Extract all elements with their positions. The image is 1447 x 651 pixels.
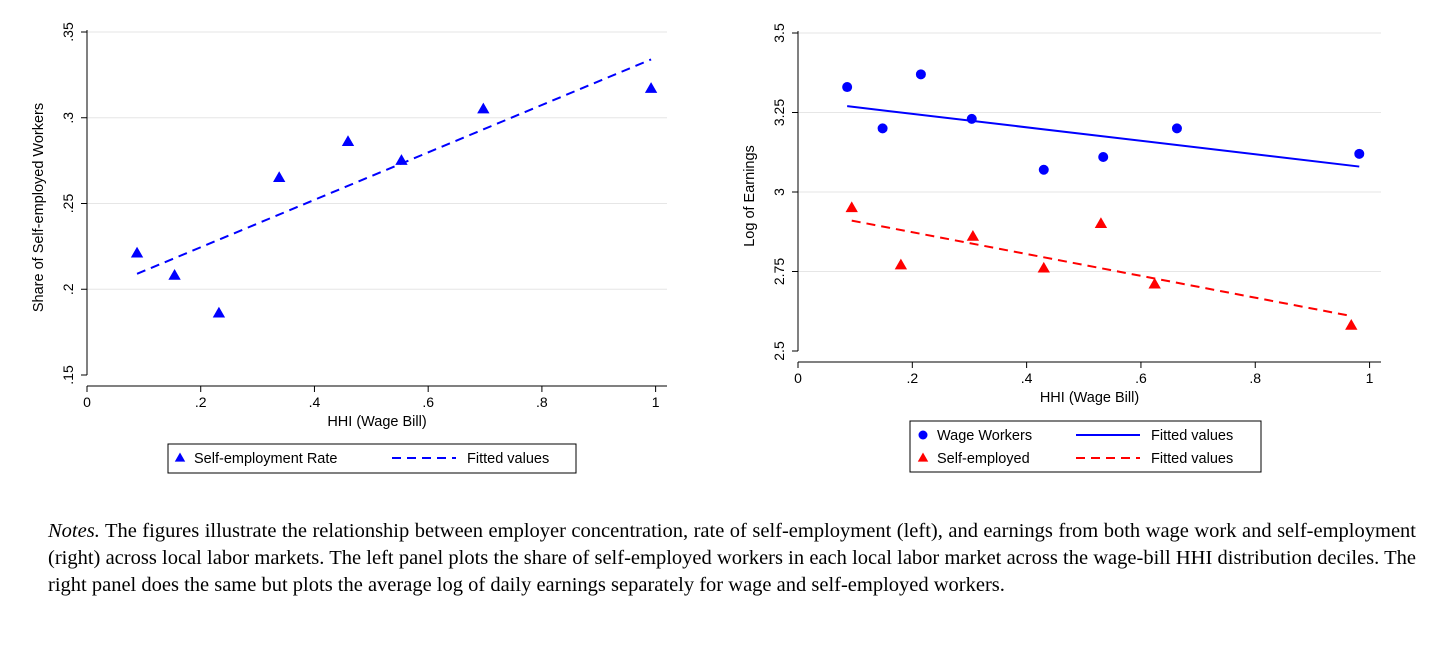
y-axis-title: Log of Earnings [742, 145, 758, 247]
y-tick-label: 3 [771, 188, 787, 196]
data-point-circle [1354, 148, 1365, 159]
legend-label: Wage Workers [937, 428, 1032, 444]
left-panel-self-employment-share: .15 .2 .25 .3 .35 0 .2 .4 .6 .8 1 HHI (Wage Bill) Sh… [31, 22, 667, 474]
notes-lead: Notes. [48, 520, 100, 542]
data-point-circle [842, 82, 853, 93]
x-tick-label: .2 [906, 370, 918, 386]
data-point-triangle [1037, 261, 1050, 273]
data-point-triangle [168, 269, 181, 280]
legend-label: Fitted values [1151, 428, 1233, 444]
legend-label: Fitted values [467, 451, 549, 467]
y-tick-label: .3 [60, 112, 76, 124]
y-tick-label: .15 [60, 365, 76, 385]
x-axis-title: HHI (Wage Bill) [327, 414, 426, 430]
data-point-circle [1098, 152, 1109, 163]
fitted-line [136, 58, 652, 275]
right-panel-log-earnings: 2.5 2.75 3 3.25 3.5 0 .2 .4 .6 .8 1 HHI (Wage Bill)… [742, 23, 1381, 473]
x-tick-label: .2 [195, 394, 207, 410]
x-tick-label: .6 [1135, 370, 1147, 386]
data-point-triangle [966, 230, 980, 241]
y-tick-label: .35 [60, 22, 76, 42]
y-tick-label: 3.5 [771, 23, 787, 43]
x-tick-label: .4 [309, 394, 321, 410]
data-point-triangle [273, 171, 286, 182]
legend-marker-triangle [174, 452, 186, 462]
data-point-triangle [395, 154, 408, 165]
data-point-triangle [644, 82, 658, 93]
y-tick-label: .2 [60, 283, 76, 295]
legend-label: Self-employed [937, 451, 1030, 467]
data-point-circle [966, 113, 977, 124]
data-point-triangle [130, 246, 144, 258]
y-tick-label: 2.5 [771, 341, 787, 361]
data-point-triangle [1345, 319, 1358, 330]
data-point-triangle [341, 135, 355, 146]
legend-marker-triangle [917, 452, 929, 462]
x-tick-label: 1 [1366, 370, 1374, 386]
data-point-circle [915, 69, 926, 80]
y-axis-title: Share of Self-employed Workers [31, 103, 47, 312]
data-point-circle [877, 123, 888, 134]
legend-box [167, 443, 577, 474]
data-point-triangle [845, 201, 858, 213]
data-point-triangle [1094, 217, 1108, 229]
y-tick-label: 3.25 [771, 99, 787, 126]
x-axis-title: HHI (Wage Bill) [1040, 390, 1139, 406]
y-tick-label: .25 [60, 194, 76, 214]
data-point-triangle [477, 102, 490, 114]
data-point-triangle [894, 258, 908, 270]
x-tick-label: 0 [83, 394, 91, 410]
x-tick-label: 0 [794, 370, 802, 386]
y-tick-label: 2.75 [771, 258, 787, 285]
legend-label: Self-employment Rate [194, 451, 337, 467]
x-tick-label: 1 [652, 394, 660, 410]
x-tick-label: .6 [422, 394, 434, 410]
fitted-line [847, 105, 1360, 168]
x-tick-label: .8 [1249, 370, 1261, 386]
data-point-circle [1171, 123, 1182, 134]
notes-text: The figures illustrate the relationship … [48, 520, 1416, 596]
x-tick-label: .8 [536, 394, 548, 410]
legend-marker-circle [918, 430, 928, 440]
legend-box [909, 420, 1262, 473]
data-point-circle [1038, 164, 1049, 175]
figure: .15 .2 .25 .3 .35 0 .2 .4 .6 .8 1 HHI (Wage Bill) Sh… [31, 22, 1381, 474]
figure-notes: Notes. The figures illustrate the relati… [48, 518, 1416, 599]
legend-label: Fitted values [1151, 451, 1233, 467]
fitted-line [851, 219, 1352, 318]
data-point-triangle [212, 306, 226, 318]
x-tick-label: .4 [1021, 370, 1033, 386]
data-point-triangle [1148, 277, 1161, 289]
